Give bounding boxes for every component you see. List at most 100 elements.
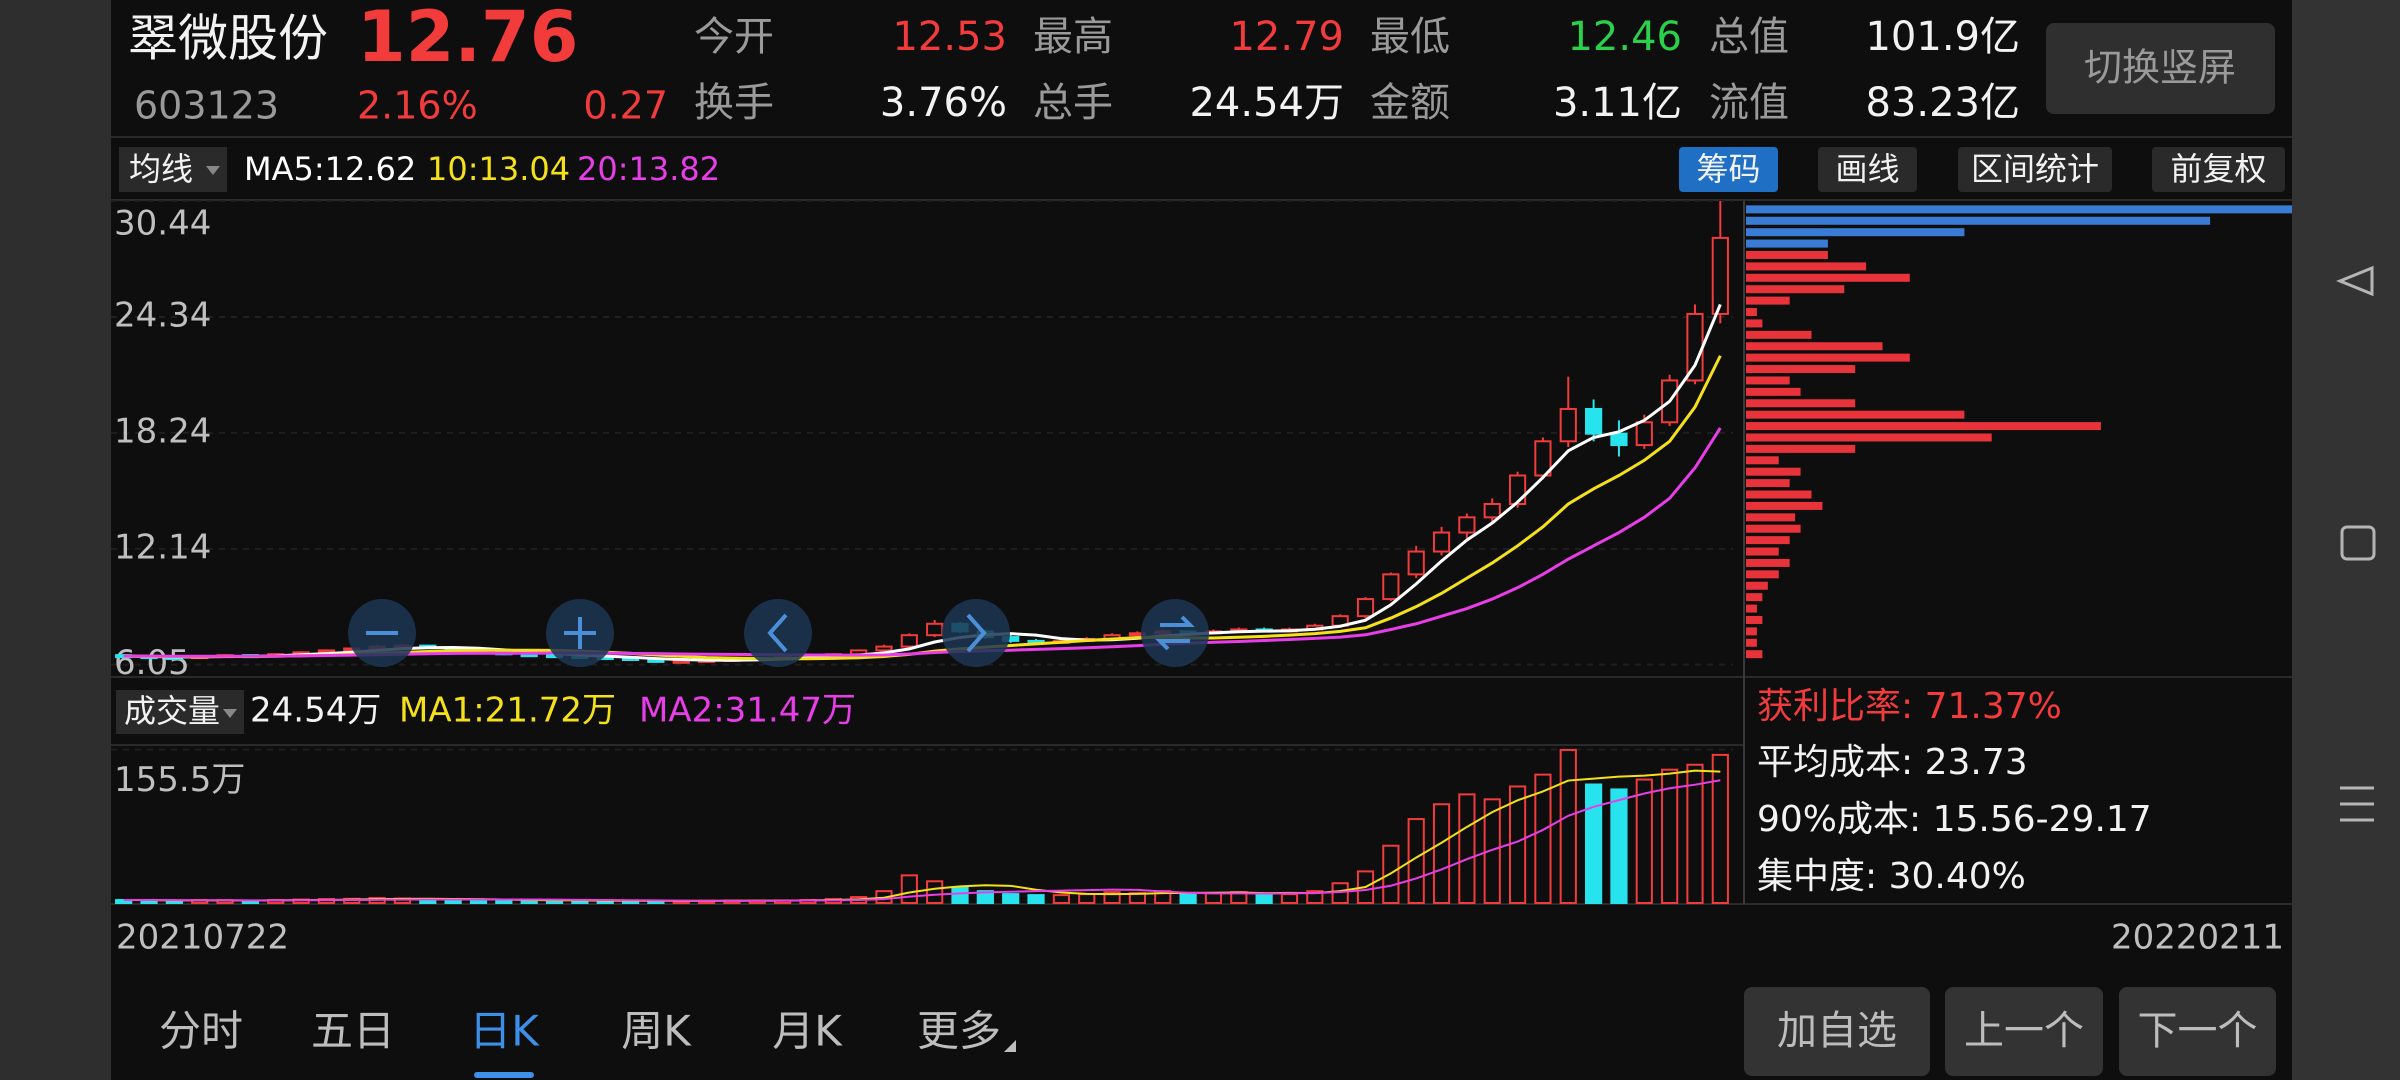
change-amount: 0.27 bbox=[583, 84, 668, 128]
tab[interactable]: 分时 bbox=[159, 1007, 243, 1056]
volume-bar bbox=[1078, 893, 1096, 904]
volume-bar bbox=[1686, 763, 1704, 904]
toolbar-button[interactable] bbox=[1958, 147, 2112, 192]
tab[interactable]: 日K bbox=[469, 1007, 540, 1056]
chip-bar bbox=[1746, 627, 1757, 636]
field-label: 流值 bbox=[1709, 80, 1789, 126]
chip-bar bbox=[1746, 365, 1856, 374]
volume-bar bbox=[1255, 894, 1273, 904]
volume-bar bbox=[1027, 894, 1045, 904]
volume-bar bbox=[1103, 891, 1121, 905]
chip-bar bbox=[1746, 558, 1790, 567]
tab[interactable]: 更多 bbox=[917, 1007, 1001, 1056]
field-label: 总手 bbox=[1033, 80, 1113, 126]
field-value: 83.23亿 bbox=[1865, 80, 2020, 126]
volume-bar bbox=[495, 899, 513, 904]
volume-bar bbox=[1179, 893, 1197, 904]
y-tick-label: 30.44 bbox=[114, 204, 211, 244]
switch-button[interactable] bbox=[2046, 23, 2275, 114]
candle-body bbox=[1432, 531, 1451, 553]
stock-name: 翠微股份 bbox=[128, 10, 328, 68]
tab[interactable]: 五日 bbox=[311, 1007, 395, 1056]
volume-bar bbox=[1407, 818, 1425, 904]
volume-bar bbox=[1483, 798, 1501, 904]
volume-bar bbox=[1635, 778, 1653, 904]
chip-bar bbox=[1746, 285, 1845, 294]
candle-body bbox=[1483, 503, 1501, 519]
action-button-label[interactable]: 加自选 bbox=[1777, 1008, 1897, 1054]
candle-body bbox=[1382, 573, 1400, 601]
volume-bar bbox=[1610, 788, 1628, 904]
action-button-label[interactable]: 下一个 bbox=[2138, 1008, 2258, 1054]
toolbar-button[interactable] bbox=[1818, 147, 1917, 192]
volume-dropdown[interactable] bbox=[116, 690, 244, 734]
toolbar-button-label[interactable]: 画线 bbox=[1835, 150, 1899, 188]
menu-button[interactable] bbox=[2340, 786, 2374, 822]
toolbar-button-label[interactable]: 前复权 bbox=[2170, 150, 2266, 188]
zoom-out[interactable] bbox=[348, 599, 416, 667]
chip-bar bbox=[1746, 501, 1823, 510]
chip-bar bbox=[1746, 308, 1757, 317]
field-value: 3.76% bbox=[880, 80, 1007, 126]
chip-bar bbox=[1746, 604, 1757, 613]
volume-bar bbox=[1585, 783, 1603, 904]
chip-bar bbox=[1746, 353, 1910, 362]
toolbar-button[interactable] bbox=[1679, 147, 1778, 192]
back-button[interactable] bbox=[2336, 265, 2374, 297]
volume-bar bbox=[469, 899, 488, 904]
chip-bar bbox=[1746, 387, 1801, 396]
candle-body bbox=[1508, 474, 1527, 506]
chip-stat: 集中度: 30.40% bbox=[1757, 856, 2026, 897]
chip-bar bbox=[1746, 410, 1965, 419]
chip-bar bbox=[1746, 205, 2292, 214]
chip-stat: 90%成本: 15.56-29.17 bbox=[1757, 799, 2152, 840]
chip-bar bbox=[1746, 638, 1757, 647]
legend-entry: 10:13.04 bbox=[427, 150, 570, 188]
volume-bar bbox=[1204, 892, 1223, 904]
chip-stat: 平均成本: 23.73 bbox=[1757, 742, 2028, 783]
y-tick-label: 6.05 bbox=[114, 643, 190, 683]
toggle[interactable] bbox=[1141, 599, 1209, 667]
stock-code: 603123 bbox=[134, 84, 279, 128]
home-button[interactable] bbox=[2340, 525, 2376, 561]
chart-navigation bbox=[348, 599, 1209, 667]
volume-bar bbox=[1432, 803, 1451, 904]
chip-bar bbox=[1746, 581, 1768, 590]
pan-left[interactable] bbox=[744, 599, 812, 667]
chip-bar bbox=[1746, 570, 1779, 579]
volume-bar bbox=[926, 880, 944, 905]
zoom-in[interactable] bbox=[546, 599, 614, 667]
chip-bar bbox=[1746, 456, 1779, 465]
chip-bar bbox=[1746, 319, 1763, 328]
action-button-label[interactable]: 上一个 bbox=[1964, 1008, 2084, 1054]
left-bezel bbox=[0, 0, 111, 1080]
start-date: 20210722 bbox=[116, 918, 289, 958]
switch-button-label[interactable]: 切换竖屏 bbox=[2084, 46, 2236, 90]
action-button[interactable] bbox=[1744, 987, 1930, 1076]
tab[interactable]: 月K bbox=[772, 1007, 843, 1056]
toolbar-button-label[interactable]: 区间统计 bbox=[1971, 150, 2099, 188]
legend-entry: MA2:31.47万 bbox=[639, 691, 856, 731]
nav-bar bbox=[2292, 0, 2400, 1080]
ma-dropdown-label[interactable]: 均线 bbox=[129, 150, 193, 188]
volume-dropdown-label[interactable]: 成交量 bbox=[124, 692, 220, 730]
toolbar-button-label[interactable]: 筹码 bbox=[1696, 150, 1760, 188]
tab[interactable]: 周K bbox=[621, 1007, 692, 1056]
chip-bar bbox=[1746, 547, 1779, 556]
candle-body bbox=[1407, 550, 1425, 576]
legend-entry: MA5:12.62 bbox=[244, 150, 416, 188]
volume-ma-line bbox=[123, 779, 1721, 902]
volume-bar bbox=[1559, 748, 1577, 904]
candle-body bbox=[1356, 598, 1375, 618]
candle-body bbox=[1610, 432, 1628, 447]
pan-right[interactable] bbox=[942, 599, 1010, 667]
candle-body bbox=[1635, 421, 1653, 447]
action-button[interactable] bbox=[1945, 987, 2103, 1076]
toolbar-button[interactable] bbox=[2152, 147, 2285, 192]
chip-bar bbox=[1746, 479, 1790, 488]
chip-bar bbox=[1746, 262, 1867, 271]
action-button[interactable] bbox=[2119, 987, 2276, 1076]
volume-bar bbox=[951, 886, 969, 905]
candle-body bbox=[672, 659, 690, 664]
volume-bar bbox=[1306, 890, 1324, 905]
